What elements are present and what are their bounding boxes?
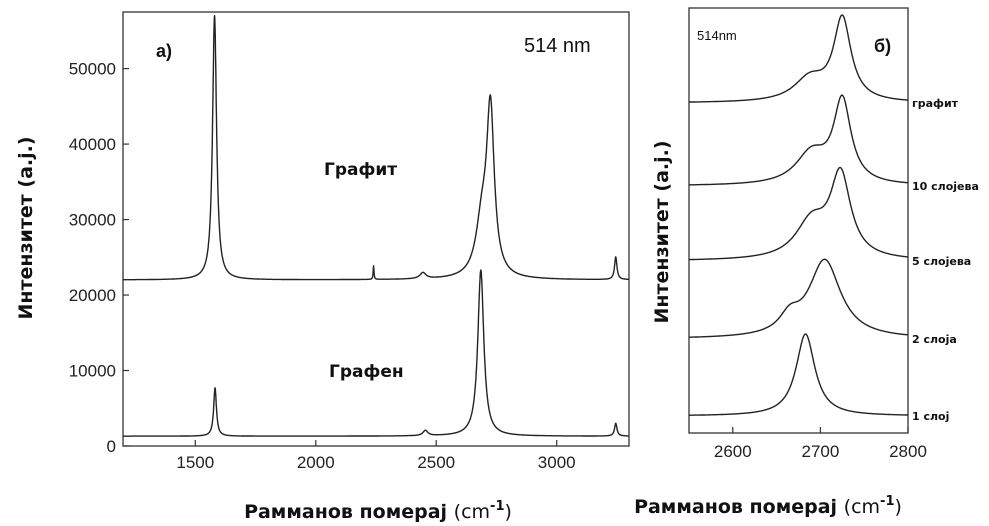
layer-spectrum-line	[688, 258, 909, 338]
panel-a-label: a)	[156, 41, 172, 61]
layer-spectrum-line	[688, 333, 909, 416]
panel-a-x-tick-label: 3000	[538, 453, 576, 472]
panel-b-layer-labels: графит 10 слојева 5 слојева 2 слоја 1 слој	[912, 97, 979, 423]
panel-a-x-tick-label: 1500	[176, 453, 214, 472]
panel-b-x-axis: 2600 2700 2800	[714, 427, 927, 461]
layer-label: графит	[912, 97, 959, 110]
layer-spectrum-line	[688, 14, 909, 103]
panel-a-x-tick-label: 2000	[297, 453, 335, 472]
panel-a-y-tick-label: 10000	[69, 362, 116, 381]
panel-a-x-axis-title: Рамманов померај (cm-1)	[244, 499, 512, 523]
panel-a-y-tick-label: 40000	[69, 135, 116, 154]
panel-a-series	[122, 15, 630, 437]
graphite-spectrum-line	[122, 15, 630, 281]
panel-a-y-axis-title: Интензитет (a.j.)	[15, 136, 37, 319]
layer-label: 10 слојева	[912, 180, 979, 193]
panel-a-chart: 0 10000 20000 30000 40000 50000 1500 2000 2500 3…	[15, 11, 630, 523]
panel-a-x-tick-label: 2500	[417, 453, 455, 472]
panel-b-chart: 2600 2700 2800 графит 10 слојева 5 слојева 2 …	[634, 7, 979, 518]
panel-a-y-tick-label: 20000	[69, 286, 116, 305]
layer-label: 5 слојева	[912, 255, 971, 268]
panel-b-x-tick-label: 2700	[801, 442, 839, 461]
panel-b-y-axis-title: Интензитет (a.j.)	[651, 140, 673, 323]
panel-b-frame	[688, 7, 909, 434]
panel-a-y-tick-label: 50000	[69, 60, 116, 79]
panel-a-frame	[122, 11, 630, 447]
graphene-curve-label: Графен	[329, 362, 404, 382]
panel-a-x-axis: 1500 2000 2500 3000	[176, 440, 576, 472]
panel-b-label: б)	[874, 36, 891, 56]
graphite-curve-label: Графит	[324, 160, 397, 180]
layer-spectrum-line	[688, 166, 909, 261]
layer-label: 2 слоја	[912, 333, 957, 346]
panel-b-series	[688, 14, 909, 416]
panel-a-y-axis: 0 10000 20000 30000 40000 50000	[69, 60, 129, 456]
panel-a-wavelength: 514 nm	[524, 35, 591, 57]
layer-spectrum-line	[688, 94, 909, 186]
panel-b-x-tick-label: 2800	[889, 442, 927, 461]
panel-b-x-axis-title: Рамманов померај (cm-1)	[634, 494, 902, 518]
panel-a-y-tick-label: 30000	[69, 211, 116, 230]
panel-b-x-tick-label: 2600	[714, 442, 752, 461]
panel-a-y-tick-label: 0	[107, 437, 116, 456]
layer-label: 1 слој	[912, 410, 949, 423]
panel-b-wavelength: 514nm	[697, 28, 737, 43]
graphene-spectrum-line	[122, 269, 630, 437]
